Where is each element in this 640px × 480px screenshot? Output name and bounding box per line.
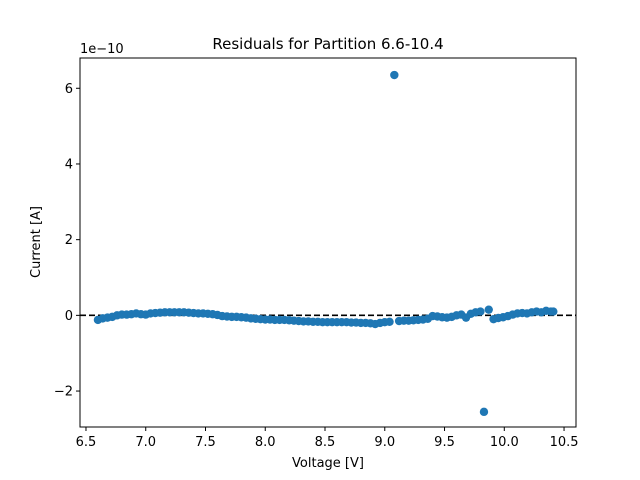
- x-tick-label: 7.5: [195, 435, 216, 450]
- x-tick-label: 9.0: [374, 435, 395, 450]
- axes-frame: [79, 57, 577, 428]
- x-tick-label: 8.5: [315, 435, 336, 450]
- data-point: [479, 407, 489, 417]
- x-axis-label: Voltage [V]: [292, 456, 364, 471]
- data-point: [476, 307, 485, 316]
- data-point: [549, 307, 558, 316]
- y-tick-label: −2: [54, 385, 73, 400]
- y-axis-label: Current [A]: [29, 206, 44, 278]
- y-tick-label: 4: [65, 157, 73, 172]
- y-tick-label: 2: [65, 233, 73, 248]
- chart-title: Residuals for Partition 6.6-10.4: [212, 35, 443, 53]
- y-scale-label: 1e−10: [80, 42, 124, 57]
- y-tick-label: 6: [65, 82, 73, 97]
- x-tick-label: 7.0: [135, 435, 156, 450]
- x-tick-label: 9.5: [434, 435, 455, 450]
- x-tick-label: 8.0: [255, 435, 276, 450]
- data-point: [484, 305, 493, 314]
- data-point: [390, 70, 399, 80]
- plot-area: [80, 70, 576, 417]
- x-axis: 6.5 7.0 7.5 8.0 8.5 9.0 9.5 10.0 10.5: [76, 427, 579, 450]
- x-tick-label: 10.5: [550, 435, 579, 450]
- y-axis: −2 0 2 4 6: [54, 82, 80, 400]
- y-tick-label: 0: [65, 309, 73, 324]
- x-tick-label: 10.0: [490, 435, 519, 450]
- data-point: [385, 317, 394, 326]
- x-tick-label: 6.5: [76, 435, 97, 450]
